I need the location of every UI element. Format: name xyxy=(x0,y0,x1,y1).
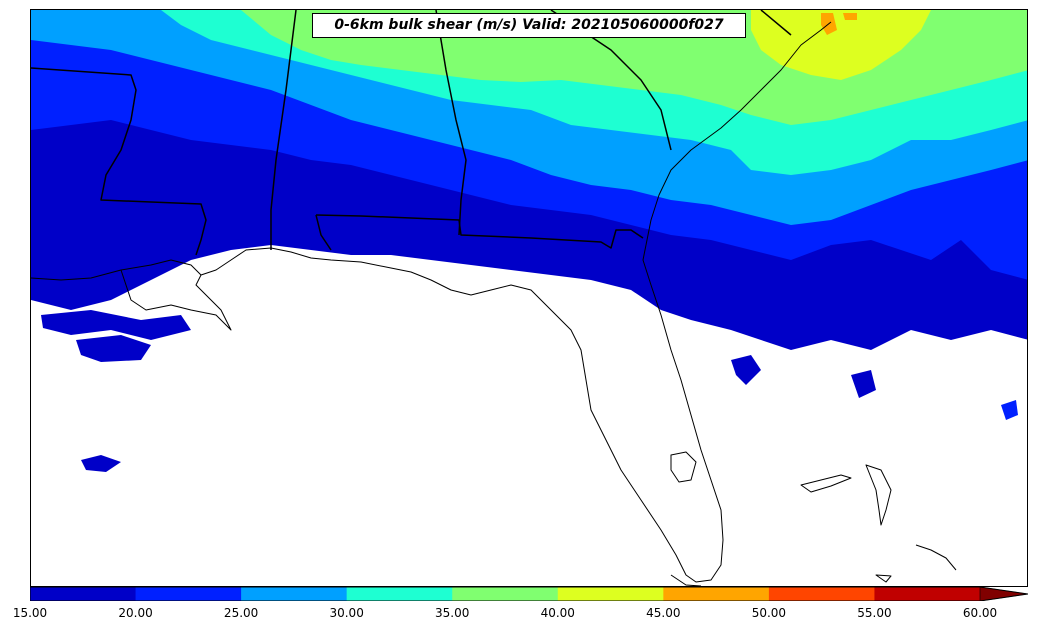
colorbar-segment xyxy=(557,587,664,601)
gulf-coastline xyxy=(31,244,724,583)
colorbar-segment xyxy=(452,587,559,601)
map-title: 0-6km bulk shear (m/s) Valid: 2021050600… xyxy=(312,13,746,38)
colorbar-segment xyxy=(135,587,242,601)
bahamas-1 xyxy=(800,474,852,493)
atlantic-blob-2 xyxy=(851,370,876,398)
atlantic-coastline xyxy=(645,21,832,246)
border-sc-nc xyxy=(760,10,792,36)
lake-okeechobee xyxy=(670,451,697,483)
band-40-45 xyxy=(751,10,931,80)
border-ms-al xyxy=(270,10,297,250)
colorbar-tick-label: 30.00 xyxy=(329,606,364,620)
colorbar-tick-label: 60.00 xyxy=(962,606,998,620)
band-45-50-b xyxy=(843,13,857,20)
bahamas-4 xyxy=(875,574,892,583)
atlantic-blob-3 xyxy=(1001,400,1018,420)
colorbar-segment xyxy=(768,587,875,601)
map-panel xyxy=(30,9,1028,587)
colorbar-extend-arrow xyxy=(979,587,1028,601)
atlantic-blob-1 xyxy=(731,355,761,385)
florida-keys xyxy=(670,574,702,586)
colorbar-tick-label: 35.00 xyxy=(435,606,470,620)
bahamas-3 xyxy=(915,544,957,571)
gulf-blob-2 xyxy=(76,335,151,362)
colorbar-segment xyxy=(346,587,453,601)
colorbar xyxy=(30,587,1028,601)
colorbar-tick-label: 40.00 xyxy=(540,606,575,620)
bahamas-2 xyxy=(865,464,892,526)
border-al-ga xyxy=(435,10,467,236)
border-la-ms xyxy=(31,67,207,256)
shear-map xyxy=(31,10,1027,586)
colorbar-tick-label: 50.00 xyxy=(751,606,787,620)
colorbar-tick-label: 55.00 xyxy=(857,606,892,620)
colorbar-tick-label: 20.00 xyxy=(118,606,153,620)
colorbar-outline xyxy=(30,587,1028,601)
border-al-fl-panhandle xyxy=(315,214,332,251)
gulf-blob-3 xyxy=(81,455,121,472)
colorbar-segment xyxy=(663,587,770,601)
gulf-blob-1 xyxy=(41,310,191,340)
colorbar-segment xyxy=(241,587,348,601)
border-fl-al-ga xyxy=(315,214,644,249)
colorbar-tick-label: 15.00 xyxy=(12,606,48,620)
colorbar-tick-label: 45.00 xyxy=(646,606,681,620)
shear-contour-fill xyxy=(31,10,1027,472)
colorbar-tick-label: 25.00 xyxy=(223,606,259,620)
delta-coastline xyxy=(120,269,232,331)
colorbar-segment xyxy=(30,587,137,601)
colorbar-segment xyxy=(874,587,981,601)
